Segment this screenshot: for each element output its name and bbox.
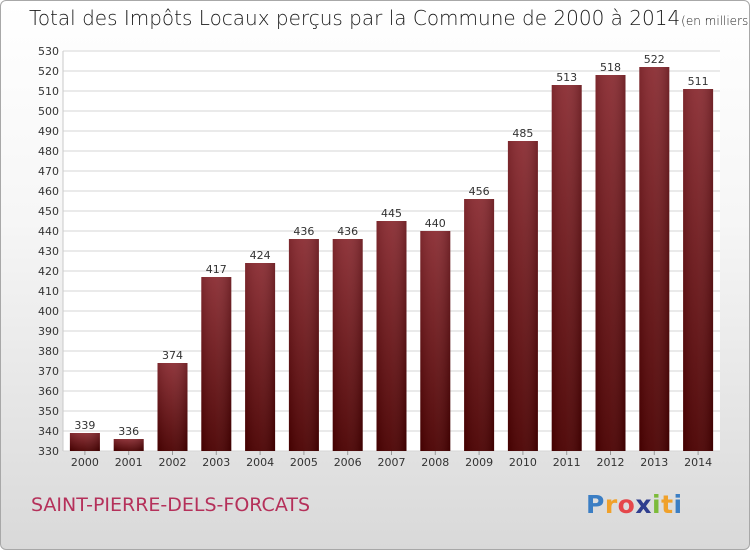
logo-letter: t (661, 490, 674, 519)
data-label: 485 (512, 127, 533, 140)
y-tick-label: 530 (38, 45, 59, 58)
commune-name: SAINT-PIERRE-DELS-FORCATS (31, 494, 311, 516)
logo-letter: i (673, 490, 683, 519)
data-label: 440 (425, 217, 446, 230)
x-tick-label: 2007 (378, 456, 406, 469)
data-label: 339 (74, 419, 95, 432)
unit-label: (en milliers d'€) (681, 14, 749, 28)
y-tick-label: 480 (38, 145, 59, 158)
logo-letter: r (604, 490, 618, 519)
y-tick-label: 460 (38, 185, 59, 198)
y-tick-label: 380 (38, 345, 59, 358)
x-tick-label: 2013 (640, 456, 668, 469)
data-label: 436 (337, 225, 358, 238)
x-tick-label: 2004 (246, 456, 274, 469)
data-label: 513 (556, 71, 577, 84)
x-tick-label: 2002 (159, 456, 187, 469)
x-tick-label: 2001 (115, 456, 143, 469)
y-tick-label: 450 (38, 205, 59, 218)
y-tick-label: 340 (38, 425, 59, 438)
bar-shade (595, 75, 626, 451)
y-tick-label: 500 (38, 105, 59, 118)
logo-letter: x (635, 490, 652, 519)
y-tick-label: 420 (38, 265, 59, 278)
bar-shade (420, 231, 451, 451)
bar-shade (639, 67, 670, 451)
logo-letter: i (652, 490, 662, 519)
y-tick-label: 510 (38, 85, 59, 98)
y-tick-label: 400 (38, 305, 59, 318)
data-label: 518 (600, 61, 621, 74)
bar-shade (113, 439, 144, 451)
bar-shade (157, 363, 188, 451)
bar-shade (201, 277, 232, 451)
data-label: 336 (118, 425, 139, 438)
data-label: 445 (381, 207, 402, 220)
y-tick-label: 370 (38, 365, 59, 378)
bar-shade (332, 239, 363, 451)
bar-shade (245, 263, 276, 451)
data-label: 511 (688, 75, 709, 88)
y-tick-label: 470 (38, 165, 59, 178)
data-label: 456 (469, 185, 490, 198)
bar-shade (507, 141, 538, 451)
y-tick-label: 410 (38, 285, 59, 298)
data-label: 424 (250, 249, 271, 262)
y-tick-label: 430 (38, 245, 59, 258)
x-tick-label: 2009 (465, 456, 493, 469)
bar-shade (376, 221, 407, 451)
bar-shade (683, 89, 714, 451)
bar-shade (551, 85, 582, 451)
bar-shade (288, 239, 319, 451)
x-tick-label: 2006 (334, 456, 362, 469)
bars: 339 336 374 417 424 436 436 445 440 456 485 513 518 5… (69, 53, 714, 451)
chart-title-text: Total des Impôts Locaux perçus par la Co… (29, 6, 681, 30)
x-tick-labels: 2000 2001 2002 2003 2004 2005 2006 2007 2008 2009… (71, 451, 712, 469)
y-tick-labels: 330 340 350 360 370 380 390 400 410 420 430 440 450 4… (38, 45, 59, 458)
y-tick-label: 490 (38, 125, 59, 138)
x-tick-label: 2012 (597, 456, 625, 469)
chart-title: Total des Impôts Locaux perçus par la Co… (29, 6, 749, 30)
bar-shade (69, 433, 100, 451)
bar-shade (464, 199, 495, 451)
proxiti-logo[interactable]: Proxiti (586, 490, 683, 519)
data-label: 522 (644, 53, 665, 66)
data-label: 436 (293, 225, 314, 238)
logo-letter: P (586, 490, 605, 519)
data-label: 417 (206, 263, 227, 276)
y-tick-label: 330 (38, 445, 59, 458)
x-tick-label: 2000 (71, 456, 99, 469)
y-tick-label: 360 (38, 385, 59, 398)
x-tick-label: 2005 (290, 456, 318, 469)
y-tick-label: 350 (38, 405, 59, 418)
x-tick-label: 2011 (553, 456, 581, 469)
x-tick-label: 2010 (509, 456, 537, 469)
x-tick-label: 2014 (684, 456, 712, 469)
x-tick-label: 2008 (421, 456, 449, 469)
y-tick-label: 520 (38, 65, 59, 78)
y-tick-label: 390 (38, 325, 59, 338)
logo-letter: o (617, 490, 636, 519)
data-label: 374 (162, 349, 183, 362)
x-tick-label: 2003 (202, 456, 230, 469)
y-tick-label: 440 (38, 225, 59, 238)
